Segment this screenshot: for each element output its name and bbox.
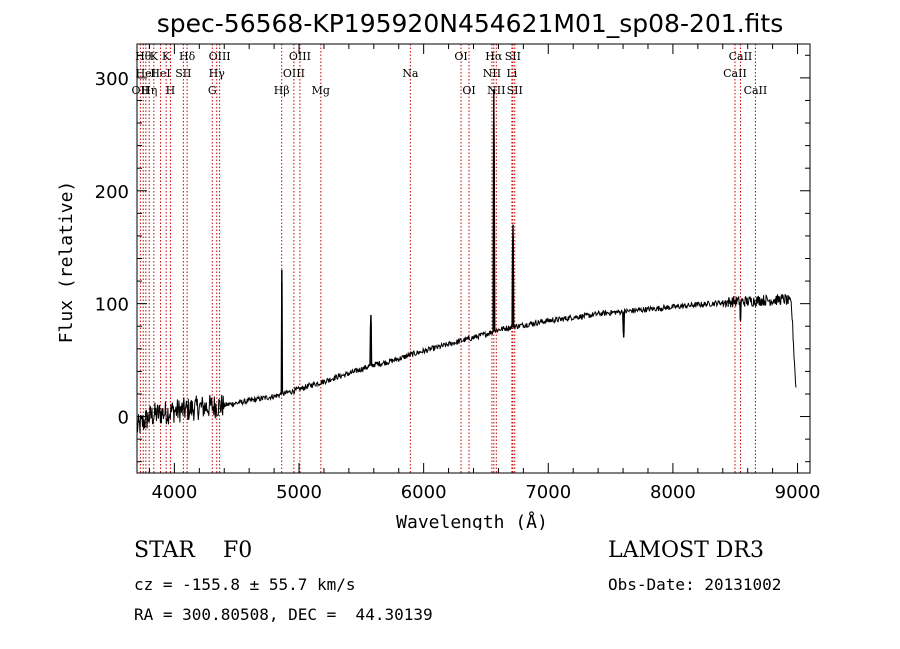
spectral-line-label: Hθ: [135, 50, 152, 63]
x-axis-label: Wavelength (Å): [396, 511, 548, 530]
spectral-line-label: SII: [507, 84, 523, 97]
spectral-line-label: K: [162, 50, 171, 63]
spectral-line-label: Hδ: [179, 50, 196, 63]
spectral-line-label: CaII: [723, 67, 747, 80]
redshift-text: cz = -155.8 ± 55.7 km/s: [134, 575, 356, 594]
spectral-line-label: Mg: [312, 84, 330, 97]
obs-date-text: Obs-Date: 20131002: [608, 575, 782, 594]
plot-frame: [136, 43, 811, 474]
spectral-line-label: OI: [462, 84, 475, 97]
spectral-line-label: Li: [506, 67, 517, 80]
y-tick-label: 100: [95, 295, 129, 316]
x-tick-label: 5000: [276, 482, 322, 503]
spectral-line-label: NII: [487, 84, 505, 97]
spectral-line-label: CaII: [729, 50, 753, 63]
spectral-line-label: Hη: [141, 84, 157, 97]
spectral-line-label: H: [166, 84, 176, 97]
y-tick-label: 300: [95, 69, 129, 90]
x-tick-label: 7000: [525, 482, 571, 503]
spectral-line-label: OII: [132, 84, 150, 97]
spectral-line-markers: [139, 44, 756, 473]
class-label: STAR: [134, 538, 195, 563]
coordinates-text: RA = 300.80508, DEC = 44.30139: [134, 605, 433, 624]
spectral-line-label: HeI: [150, 67, 170, 80]
subclass-label: F0: [222, 538, 253, 563]
spectrum-chart: spec-56568-KP195920N454621M01_sp08-201.f…: [56, 9, 821, 530]
spectral-line-label: OIII: [209, 50, 231, 63]
survey-label: LAMOST DR3: [608, 538, 764, 563]
x-tick-label: 9000: [775, 482, 821, 503]
spectral-line-label: Hα: [485, 50, 503, 63]
spectrum-features: [281, 89, 742, 395]
y-axis-label: Flux (relative): [56, 181, 77, 344]
spectral-line-label: OI: [454, 50, 467, 63]
spectral-line-label: G: [208, 84, 217, 97]
spectral-line-label: NII: [483, 67, 501, 80]
x-tick-label: 6000: [401, 482, 447, 503]
spectral-line-labels: OII Hθ HeI Hη K HeI K H SII Hδ G Hγ OIII Hβ OIII OIII Mg…: [132, 50, 768, 97]
spectral-line-label: Hβ: [274, 84, 290, 97]
y-tick-label: 200: [95, 182, 129, 203]
spectral-line-label: OIII: [283, 67, 305, 80]
spectral-line-label: SII: [505, 50, 521, 63]
spectrum-line: [136, 101, 797, 434]
spectral-line-label: Hγ: [209, 67, 226, 80]
spectral-line-label: SII: [175, 67, 191, 80]
spectral-line-label: HeI: [136, 67, 156, 80]
spectral-line-label: K: [150, 50, 159, 63]
x-tick-label: 4000: [151, 482, 197, 503]
spectral-line-label: OIII: [289, 50, 311, 63]
x-tick-label: 8000: [650, 482, 696, 503]
x-axis: 4000 5000 6000 7000 8000 9000: [148, 44, 821, 503]
chart-title: spec-56568-KP195920N454621M01_sp08-201.f…: [157, 9, 783, 38]
spectral-line-label: CaII: [744, 84, 768, 97]
y-axis: 0 100 200 300: [95, 54, 810, 463]
object-class: STAR F0: [134, 538, 252, 563]
spectral-line-label: Na: [402, 67, 419, 80]
y-tick-label: 0: [118, 408, 129, 429]
